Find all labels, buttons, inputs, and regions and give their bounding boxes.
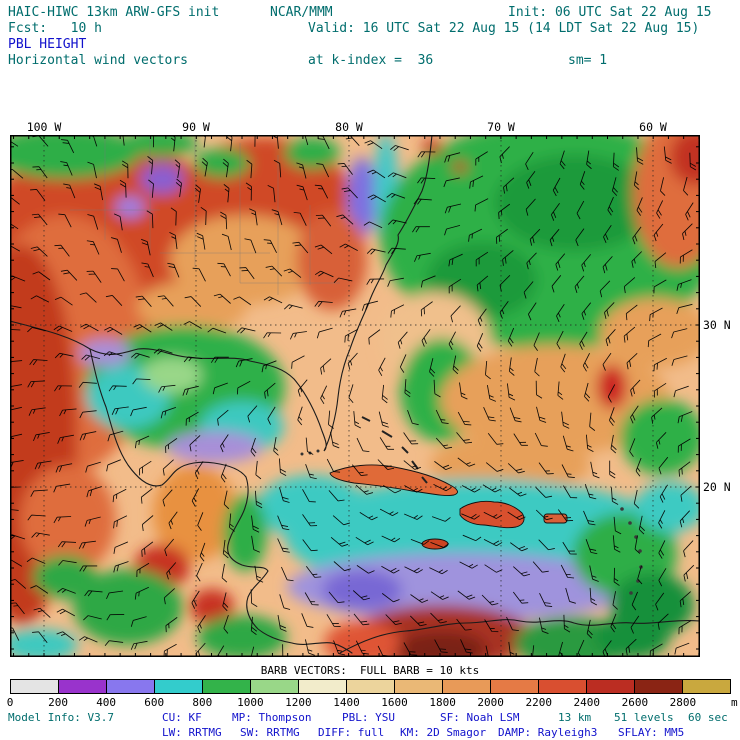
- colorbar-unit: m: [731, 696, 738, 709]
- footer-levels: 51 levels: [614, 711, 674, 724]
- center-name: NCAR/MMM: [270, 5, 333, 20]
- lesser-antilles-islands: [620, 507, 643, 595]
- colorbar-segment: [490, 680, 538, 693]
- hispaniola-island: [459, 500, 525, 529]
- colorbar-tick-label: 800: [192, 696, 213, 709]
- footer-damp: DAMP: Rayleigh3: [498, 726, 598, 739]
- plot-subtitle: Horizontal wind vectors: [8, 53, 189, 68]
- valid-time: Valid: 16 UTC Sat 22 Aug 15 (14 LDT Sat …: [308, 21, 700, 36]
- colorbar-segment: [154, 680, 202, 693]
- colorbar-tick-label: 600: [144, 696, 165, 709]
- colorbar-segment: [346, 680, 394, 693]
- colorbar-segment: [298, 680, 346, 693]
- puerto-rico-island: [543, 513, 568, 524]
- map-canvas: [10, 135, 700, 657]
- model-title: HAIC-HIWC 13km ARW-GFS init: [8, 5, 220, 20]
- footer-diff: DIFF: full: [318, 726, 385, 739]
- colorbar: [10, 679, 731, 694]
- colorbar-segment: [250, 680, 298, 693]
- footer-step: 60 sec: [688, 711, 728, 724]
- footer-km: KM: 2D Smagor: [400, 726, 487, 739]
- footer-pbl: PBL: YSU: [342, 711, 395, 724]
- init-time: Init: 06 UTC Sat 22 Aug 15: [508, 5, 712, 20]
- colorbar-tick-label: 2200: [525, 696, 552, 709]
- y-tick-20n: 20 N: [703, 480, 731, 494]
- x-tick-90w: 90 W: [182, 120, 210, 134]
- map-frame: [10, 135, 700, 657]
- footer-sf: SF: Noah LSM: [440, 711, 520, 724]
- footer-sflay: SFLAY: MM5: [618, 726, 685, 739]
- footer-lw: LW: RRTMG: [162, 726, 222, 739]
- colorbar-segment: [394, 680, 442, 693]
- x-tick-100w: 100 W: [26, 120, 62, 134]
- map-plot: [10, 135, 700, 657]
- colorbar-segment: [538, 680, 586, 693]
- colorbar-segment: [586, 680, 634, 693]
- footer-model-info: Model Info: V3.7: [8, 711, 114, 724]
- footer-res: 13 km: [558, 711, 592, 724]
- colorbar-tick-label: 1800: [429, 696, 456, 709]
- footer-cu: CU: KF: [162, 711, 202, 724]
- x-tick-60w: 60 W: [639, 120, 667, 134]
- colorbar-segment: [682, 680, 730, 693]
- bahamas-islands: [361, 416, 428, 484]
- colorbar-tick-label: 200: [48, 696, 68, 709]
- colorbar-tick-label: 400: [96, 696, 117, 709]
- colorbar-segment: [11, 680, 58, 693]
- colorbar-tick-label: 2400: [573, 696, 601, 709]
- colorbar-tick-label: 2600: [621, 696, 649, 709]
- colorbar-tick-label: 2800: [669, 696, 697, 709]
- latlon-grid: [10, 135, 700, 657]
- colorbar-segment: [106, 680, 154, 693]
- x-tick-70w: 70 W: [487, 120, 515, 134]
- colorbar-segment: [634, 680, 682, 693]
- colorbar-tick-label: 1400: [333, 696, 360, 709]
- state-borders: [70, 135, 340, 295]
- colorbar-segment: [202, 680, 250, 693]
- colorbar-tick-label: 1200: [285, 696, 312, 709]
- pbl-color-field: [10, 135, 700, 657]
- colorbar-tick-label: 0: [6, 696, 14, 709]
- colorbar-segment: [442, 680, 490, 693]
- colorbar-tick-label: 1000: [237, 696, 264, 709]
- smoothing-note: sm= 1: [568, 53, 608, 68]
- colorbar-tick-label: 1600: [381, 696, 408, 709]
- forecast-hour: Fcst: 10 h: [8, 21, 102, 36]
- barb-legend: BARB VECTORS: FULL BARB = 10 kts: [260, 664, 480, 677]
- colorbar-tick-label: 2000: [477, 696, 504, 709]
- field-name: PBL HEIGHT: [8, 37, 87, 52]
- colorbar-segment: [58, 680, 106, 693]
- footer-sw: SW: RRTMG: [240, 726, 300, 739]
- footer-mp: MP: Thompson: [232, 711, 312, 724]
- x-tick-80w: 80 W: [335, 120, 363, 134]
- y-tick-30n: 30 N: [703, 318, 731, 332]
- level-indicator: at k-index = 36: [308, 53, 434, 68]
- wind-barbs: [10, 135, 697, 657]
- colorbar-labels: 0 200 400 600 800 1000 1200 1400 1600 1800 2000 220…: [6, 696, 731, 709]
